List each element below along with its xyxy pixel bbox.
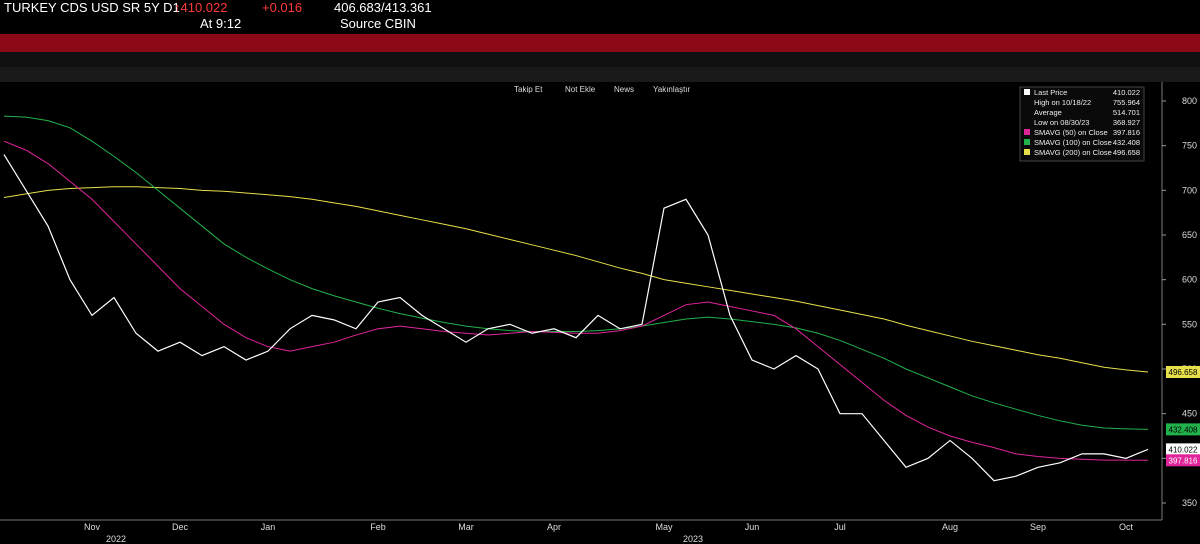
legend-label: Low on 08/30/23 <box>1034 118 1089 127</box>
value-tag-label: 410.022 <box>1169 445 1198 454</box>
legend-label: Last Price <box>1034 88 1067 97</box>
x-tick-label: Jun <box>745 522 760 532</box>
x-tick-label: Sep <box>1030 522 1046 532</box>
chart-tool[interactable]: Not Ekle <box>565 85 596 94</box>
change: +0.016 <box>262 0 303 15</box>
y-tick-label: 600 <box>1182 275 1197 285</box>
x-tick-label: Feb <box>370 522 386 532</box>
legend-label: SMAVG (100) on Close <box>1034 138 1112 147</box>
value-tag <box>1166 454 1200 467</box>
x-tick-label: Apr <box>547 522 561 532</box>
y-tick-label: 800 <box>1182 96 1197 106</box>
x-tick-label: Aug <box>942 522 958 532</box>
chart-tool[interactable]: News <box>614 85 635 94</box>
value-tag <box>1166 443 1200 456</box>
value-tag <box>1166 365 1200 378</box>
legend-box <box>1019 86 1145 162</box>
price-line <box>3 154 1149 482</box>
legend-swatch <box>1024 89 1030 95</box>
legend-value: 514.701 <box>1113 108 1140 117</box>
year-label: 2023 <box>683 534 703 544</box>
legend-label: Average <box>1034 108 1062 117</box>
chart: 350400450500550600650700750800NovDecJanF… <box>0 82 1200 544</box>
legend-value: 397.816 <box>1113 128 1140 137</box>
legend-swatch <box>1024 129 1030 135</box>
x-tick-label: Oct <box>1119 522 1134 532</box>
y-tick-label: 450 <box>1182 409 1197 419</box>
chart-tool[interactable]: Yakınlaştır <box>653 85 691 94</box>
y-tick-label: 550 <box>1182 319 1197 329</box>
legend-swatch <box>1024 139 1030 145</box>
value-tag-label: 397.816 <box>1169 456 1198 465</box>
x-tick-label: May <box>655 522 673 532</box>
y-tick-label: 650 <box>1182 230 1197 240</box>
control-row <box>0 52 1200 67</box>
y-tick-label: 750 <box>1182 141 1197 151</box>
source: Source CBIN <box>340 16 416 31</box>
legend-label: SMAVG (50) on Close <box>1034 128 1108 137</box>
price-line <box>3 186 1149 373</box>
x-tick-label: Jul <box>834 522 846 532</box>
ticker: TURKEY CDS USD SR 5Y D1 <box>4 0 180 15</box>
legend-label: High on 10/18/22 <box>1034 98 1091 107</box>
legend: Last Price 410.022 High on 10/18/22 755.964… <box>1019 86 1145 162</box>
legend-swatch <box>1024 149 1030 155</box>
price-line <box>3 115 1149 430</box>
legend-value: 410.022 <box>1113 88 1140 97</box>
year-label: 2022 <box>106 534 126 544</box>
x-tick-label: Jan <box>261 522 276 532</box>
legend-label: SMAVG (200) on Close <box>1034 148 1112 157</box>
legend-value: 496.658 <box>1113 148 1140 157</box>
toolbar-bar <box>0 34 1200 52</box>
x-tick-label: Dec <box>172 522 189 532</box>
x-tick-label: Mar <box>458 522 474 532</box>
time: At 9:12 <box>200 16 242 31</box>
value-tag-label: 432.408 <box>1169 425 1198 434</box>
bid-ask: 406.683/413.361 <box>334 0 432 15</box>
price-line <box>3 140 1149 461</box>
x-tick-label: Nov <box>84 522 101 532</box>
y-tick-label: 350 <box>1182 498 1197 508</box>
chart-tool[interactable]: Takip Et <box>514 85 543 94</box>
last-price: 410.022 <box>174 1 228 15</box>
period-row <box>0 67 1200 82</box>
y-tick-label: 700 <box>1182 185 1197 195</box>
legend-value: 432.408 <box>1113 138 1140 147</box>
legend-value: 368.927 <box>1113 118 1140 127</box>
legend-value: 755.964 <box>1113 98 1140 107</box>
value-tag <box>1166 423 1200 436</box>
value-tag-label: 496.658 <box>1169 368 1198 377</box>
